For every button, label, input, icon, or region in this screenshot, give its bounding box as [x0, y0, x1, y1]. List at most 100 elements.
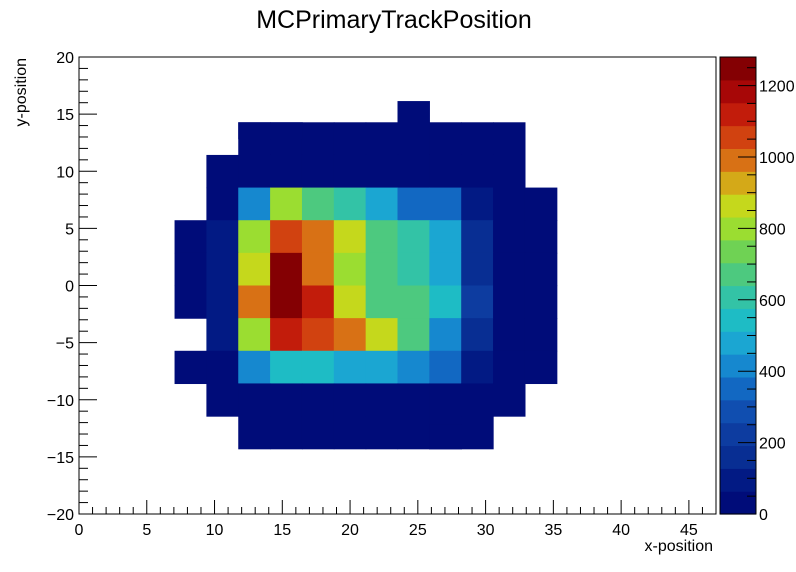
- heatmap-cell: [333, 350, 367, 385]
- y-tick-label: 20: [56, 50, 74, 67]
- heatmap-cell: [174, 252, 207, 287]
- heatmap-cell: [301, 285, 335, 319]
- heatmap-cell: [206, 220, 239, 254]
- heatmap-cell: [365, 220, 399, 254]
- heatmap-cell: [270, 220, 303, 254]
- heatmap-cell: [333, 154, 367, 189]
- heatmap-cell: [493, 383, 526, 417]
- color-palette: [719, 56, 757, 515]
- heatmap-cell: [397, 416, 430, 450]
- heatmap-cell: [238, 122, 303, 140]
- y-tick-label: 10: [56, 164, 74, 181]
- z-tick-label: 1000: [759, 150, 795, 167]
- palette-segment: [720, 331, 756, 355]
- x-tick-label: 15: [273, 522, 291, 539]
- heatmap-cell: [206, 154, 239, 189]
- heatmap-cell: [174, 220, 207, 254]
- heatmap-cell: [524, 350, 558, 385]
- heatmap-cell: [206, 187, 239, 221]
- heatmap-cell: [493, 252, 526, 287]
- heatmap-cell: [365, 383, 399, 417]
- heatmap-cell: [333, 318, 367, 352]
- heatmap-cell: [270, 187, 303, 221]
- heatmap-cell: [206, 383, 239, 417]
- heatmap-cell: [397, 154, 430, 189]
- heatmap-cell: [461, 187, 494, 221]
- palette-segment: [720, 79, 756, 104]
- x-tick-label: 10: [206, 522, 224, 539]
- heatmap-cell: [206, 285, 239, 319]
- palette-segment: [720, 171, 756, 195]
- y-tick-label: 15: [56, 107, 74, 124]
- heatmap-cell: [429, 187, 462, 221]
- heatmap-cell: [429, 285, 462, 319]
- heatmap-cell: [238, 350, 271, 385]
- heatmap-cell: [524, 318, 558, 352]
- heatmap-cell: [333, 220, 367, 254]
- heatmap-cell: [270, 350, 303, 385]
- heatmap-cells: [174, 101, 558, 450]
- x-axis-label: x-position: [645, 538, 713, 555]
- z-tick-label: 0: [759, 507, 768, 524]
- palette-segment: [720, 468, 756, 492]
- palette-segment: [720, 422, 756, 447]
- palette-segment: [720, 148, 756, 172]
- palette-segment: [720, 262, 756, 287]
- heatmap-cell: [365, 187, 399, 221]
- palette-segment: [720, 491, 756, 515]
- heatmap-cell: [429, 424, 462, 450]
- x-axis: 0 5 10 15 20 25 30 35 40 45: [75, 500, 717, 539]
- heatmap-cell: [397, 350, 430, 385]
- heatmap-cell: [238, 187, 271, 221]
- heatmap-cell: [301, 220, 335, 254]
- palette-segment: [720, 445, 756, 469]
- heatmap-cell: [493, 122, 526, 156]
- heatmap-cell: [429, 318, 462, 352]
- palette-segment: [720, 354, 756, 378]
- palette-segment: [720, 57, 756, 81]
- heatmap-cell: [270, 416, 303, 450]
- heatmap-cell: [461, 252, 494, 287]
- heatmap-cell: [429, 122, 462, 156]
- heatmap-cell: [397, 187, 430, 221]
- heatmap-cell: [429, 350, 462, 385]
- heatmap-cell: [333, 383, 367, 417]
- palette-segment: [720, 376, 756, 401]
- chart-title: MCPrimaryTrackPosition: [256, 6, 532, 34]
- heatmap-cell: [365, 122, 399, 156]
- x-tick-label: 45: [680, 522, 698, 539]
- z-tick-label: 1200: [759, 79, 795, 96]
- heatmap-cell: [238, 220, 271, 254]
- heatmap-cell: [365, 285, 399, 319]
- y-axis-label: y-position: [13, 58, 30, 126]
- palette-segment: [720, 102, 756, 127]
- heatmap-cell: [461, 122, 494, 156]
- heatmap-cell: [333, 285, 367, 319]
- x-tick-label: 5: [142, 522, 151, 539]
- heatmap-cell: [333, 252, 367, 287]
- heatmap-cell: [461, 154, 494, 189]
- y-axis: 20 15 10 5 0 −5 −10 −15 −20: [47, 50, 97, 524]
- y-tick-label: −10: [47, 393, 74, 410]
- heatmap-cell: [524, 220, 558, 254]
- heatmap-cell: [461, 350, 494, 385]
- z-tick-label: 600: [759, 293, 786, 310]
- x-tick-label: 40: [612, 522, 630, 539]
- heatmap-cell: [493, 187, 526, 221]
- heatmap-cell: [493, 350, 526, 385]
- x-tick-label: 25: [409, 522, 427, 539]
- heatmap-cell: [397, 285, 430, 319]
- heatmap-cell: [524, 252, 558, 287]
- palette-segment: [720, 125, 756, 149]
- heatmap-cell: [365, 416, 399, 450]
- heatmap-cell: [397, 220, 430, 254]
- heatmap-cell: [238, 318, 271, 352]
- heatmap-cell: [461, 383, 494, 417]
- heatmap-cell: [333, 416, 367, 450]
- heatmap-cell: [461, 220, 494, 254]
- heatmap-cell: [524, 285, 558, 319]
- heatmap-cell: [301, 122, 335, 156]
- heatmap-cell: [301, 318, 335, 352]
- x-tick-label: 30: [477, 522, 495, 539]
